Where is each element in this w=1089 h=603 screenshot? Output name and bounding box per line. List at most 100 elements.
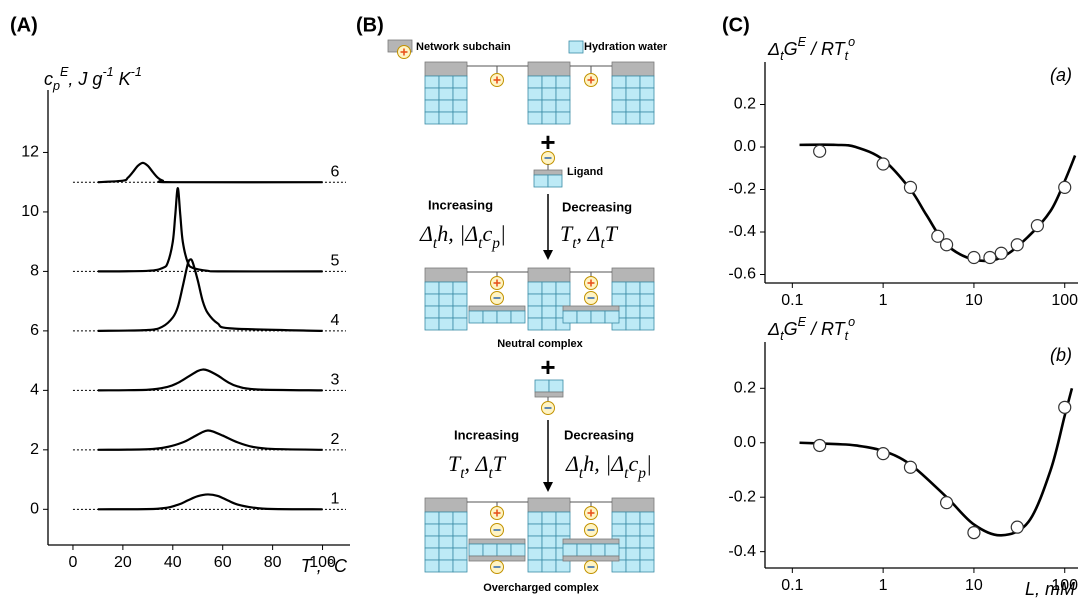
x-axis-label: T , °C [301,556,348,576]
water-cell [541,511,557,525]
y-tick-label: 0.2 [734,96,756,113]
water-cell [482,543,498,557]
label-part: c [44,69,53,89]
x-tick-label: 10 [965,577,983,594]
expr-part: t [624,465,629,482]
panel-label: (C) [722,14,750,36]
expression: Tt, ΔtT [560,221,619,252]
water-cell [562,310,578,324]
water-cell [611,111,627,125]
subchain [424,61,468,77]
water-cell [590,543,606,557]
water-cell [611,87,627,101]
annotation: (a) [1050,65,1072,85]
label-part: / RT [806,39,847,59]
water-cell [541,305,557,319]
water-cell [424,293,440,307]
label-part: G [784,39,798,59]
water-cell [639,547,655,561]
subchain [527,497,571,513]
water-cell [424,511,440,525]
water-cell [625,75,641,89]
water-cell [625,547,641,561]
x-tick-label: 60 [214,554,232,571]
data-point [931,229,945,243]
label-part: G [784,319,798,339]
x-tick-label: 0.1 [781,292,803,309]
water-cell [639,511,655,525]
water-cell [468,543,484,557]
water-cell [639,87,655,101]
data-point [967,250,981,265]
expr-part: T [605,221,619,246]
x-tick-label: 100 [1051,577,1078,594]
water-cell [541,547,557,561]
y-tick-label: 0.0 [734,434,756,451]
water-cell [541,293,557,307]
water-cell [438,281,454,295]
plus-sign: + [540,127,555,157]
complex-label: Neutral complex [497,338,583,350]
legend-entry: Hydration water [584,41,668,53]
x-tick-label: 100 [1051,292,1078,309]
water-cell [438,523,454,537]
water-cell [555,293,571,307]
water-cell [452,511,468,525]
y-tick-label: 12 [21,144,39,161]
water-cell [604,543,620,557]
subchain [468,538,526,545]
data-point [1010,238,1024,252]
water-cell [639,293,655,307]
x-tick-label: 80 [264,554,282,571]
water-cell [424,547,440,561]
water-cell [424,99,440,113]
y-tick-label: -0.4 [728,223,756,240]
complex-label: Overcharged complex [483,582,599,594]
step-label: Decreasing [562,199,632,214]
water-cell [639,281,655,295]
water-cell [625,511,641,525]
water-cell [568,40,584,54]
water-cell [424,317,440,331]
water-cell [438,87,454,101]
x-axis-label: L, mM [1025,579,1075,599]
water-cell [527,317,543,331]
water-cell [555,511,571,525]
expr-part: p [637,465,646,482]
plus-sign: + [540,352,555,382]
water-cell [611,559,627,573]
label-part: o [848,315,855,329]
y-tick-label: 6 [30,322,39,339]
water-cell [452,75,468,89]
step-label: Increasing [428,197,493,212]
water-cell [424,281,440,295]
expr-part: c [482,221,492,246]
water-cell [496,543,512,557]
water-cell [541,559,557,573]
y-axis-label: cpE, J g-1 K-1 [44,65,142,93]
water-cell [452,535,468,549]
data-point [939,238,954,252]
label-part: E [60,65,69,79]
water-cell [541,535,557,549]
data-point [994,246,1008,260]
water-cell [625,281,641,295]
water-cell [625,535,641,549]
y-tick-label: -0.2 [728,488,756,505]
x-tick-label: 0.1 [781,577,803,594]
data-point [1010,520,1024,534]
expr-part: h, |Δ [437,221,478,246]
water-cell [576,310,592,324]
water-cell [496,310,512,324]
water-cell [438,317,454,331]
water-cell [611,523,627,537]
step-label: Decreasing [564,427,634,442]
water-cell [639,111,655,125]
water-cell [527,75,543,89]
water-cell [541,111,557,125]
water-cell [576,543,592,557]
water-cell [555,111,571,125]
water-cell [555,281,571,295]
expression: Δth, |Δtcp| [565,451,652,482]
subchain [468,305,526,312]
